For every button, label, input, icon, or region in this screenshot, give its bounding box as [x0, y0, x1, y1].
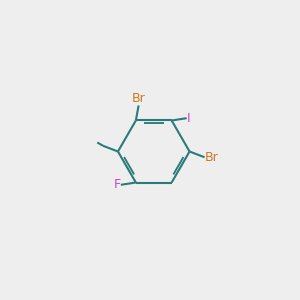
Text: I: I [187, 112, 190, 125]
Text: Br: Br [205, 151, 218, 164]
Text: F: F [114, 178, 121, 191]
Text: Br: Br [132, 92, 145, 106]
